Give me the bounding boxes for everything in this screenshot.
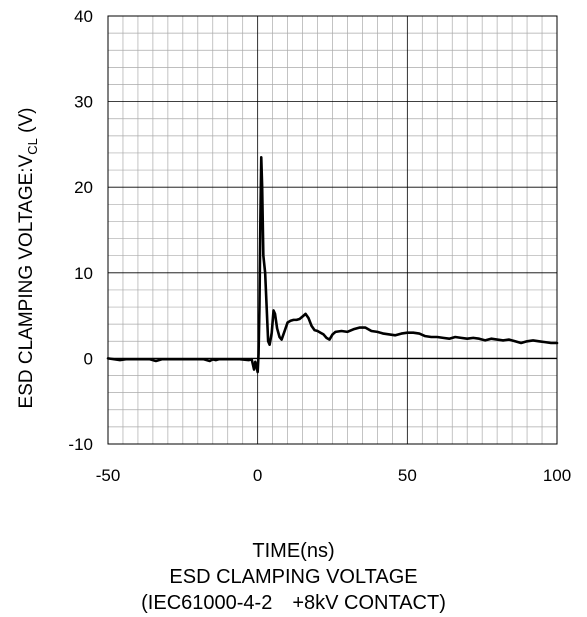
y-tick-label: 10 [74, 264, 93, 283]
y-tick-label: 30 [74, 93, 93, 112]
y-axis-label-subscript: CL [25, 138, 40, 155]
series-line [106, 155, 559, 374]
x-tick-label: 0 [253, 466, 262, 485]
y-axis-label-main: ESD CLAMPING VOLTAGE:V [16, 154, 37, 408]
x-tick-labels: -50 0 50 100 [96, 466, 571, 485]
y-axis-label-unit: (V) [16, 108, 37, 139]
y-axis-label: ESD CLAMPING VOLTAGE:VCL (V) [16, 108, 40, 409]
plot-frame [107, 15, 558, 445]
y-tick-label: 20 [74, 178, 93, 197]
x-tick-label: 50 [398, 466, 417, 485]
x-tick-label: -50 [96, 466, 121, 485]
x-tick-label: 100 [543, 466, 571, 485]
caption-line-1: ESD CLAMPING VOLTAGE [169, 566, 418, 588]
y-tick-label: 40 [74, 7, 93, 26]
x-axis-label: TIME(ns) [252, 540, 335, 562]
caption-line-2: (IEC61000-4-2 +8kV CONTACT) [141, 592, 446, 614]
minor-gridlines [108, 16, 557, 444]
y-tick-label: -10 [68, 435, 93, 454]
y-tick-labels: -10 0 10 20 30 40 [68, 7, 93, 454]
y-tick-label: 0 [84, 349, 93, 368]
